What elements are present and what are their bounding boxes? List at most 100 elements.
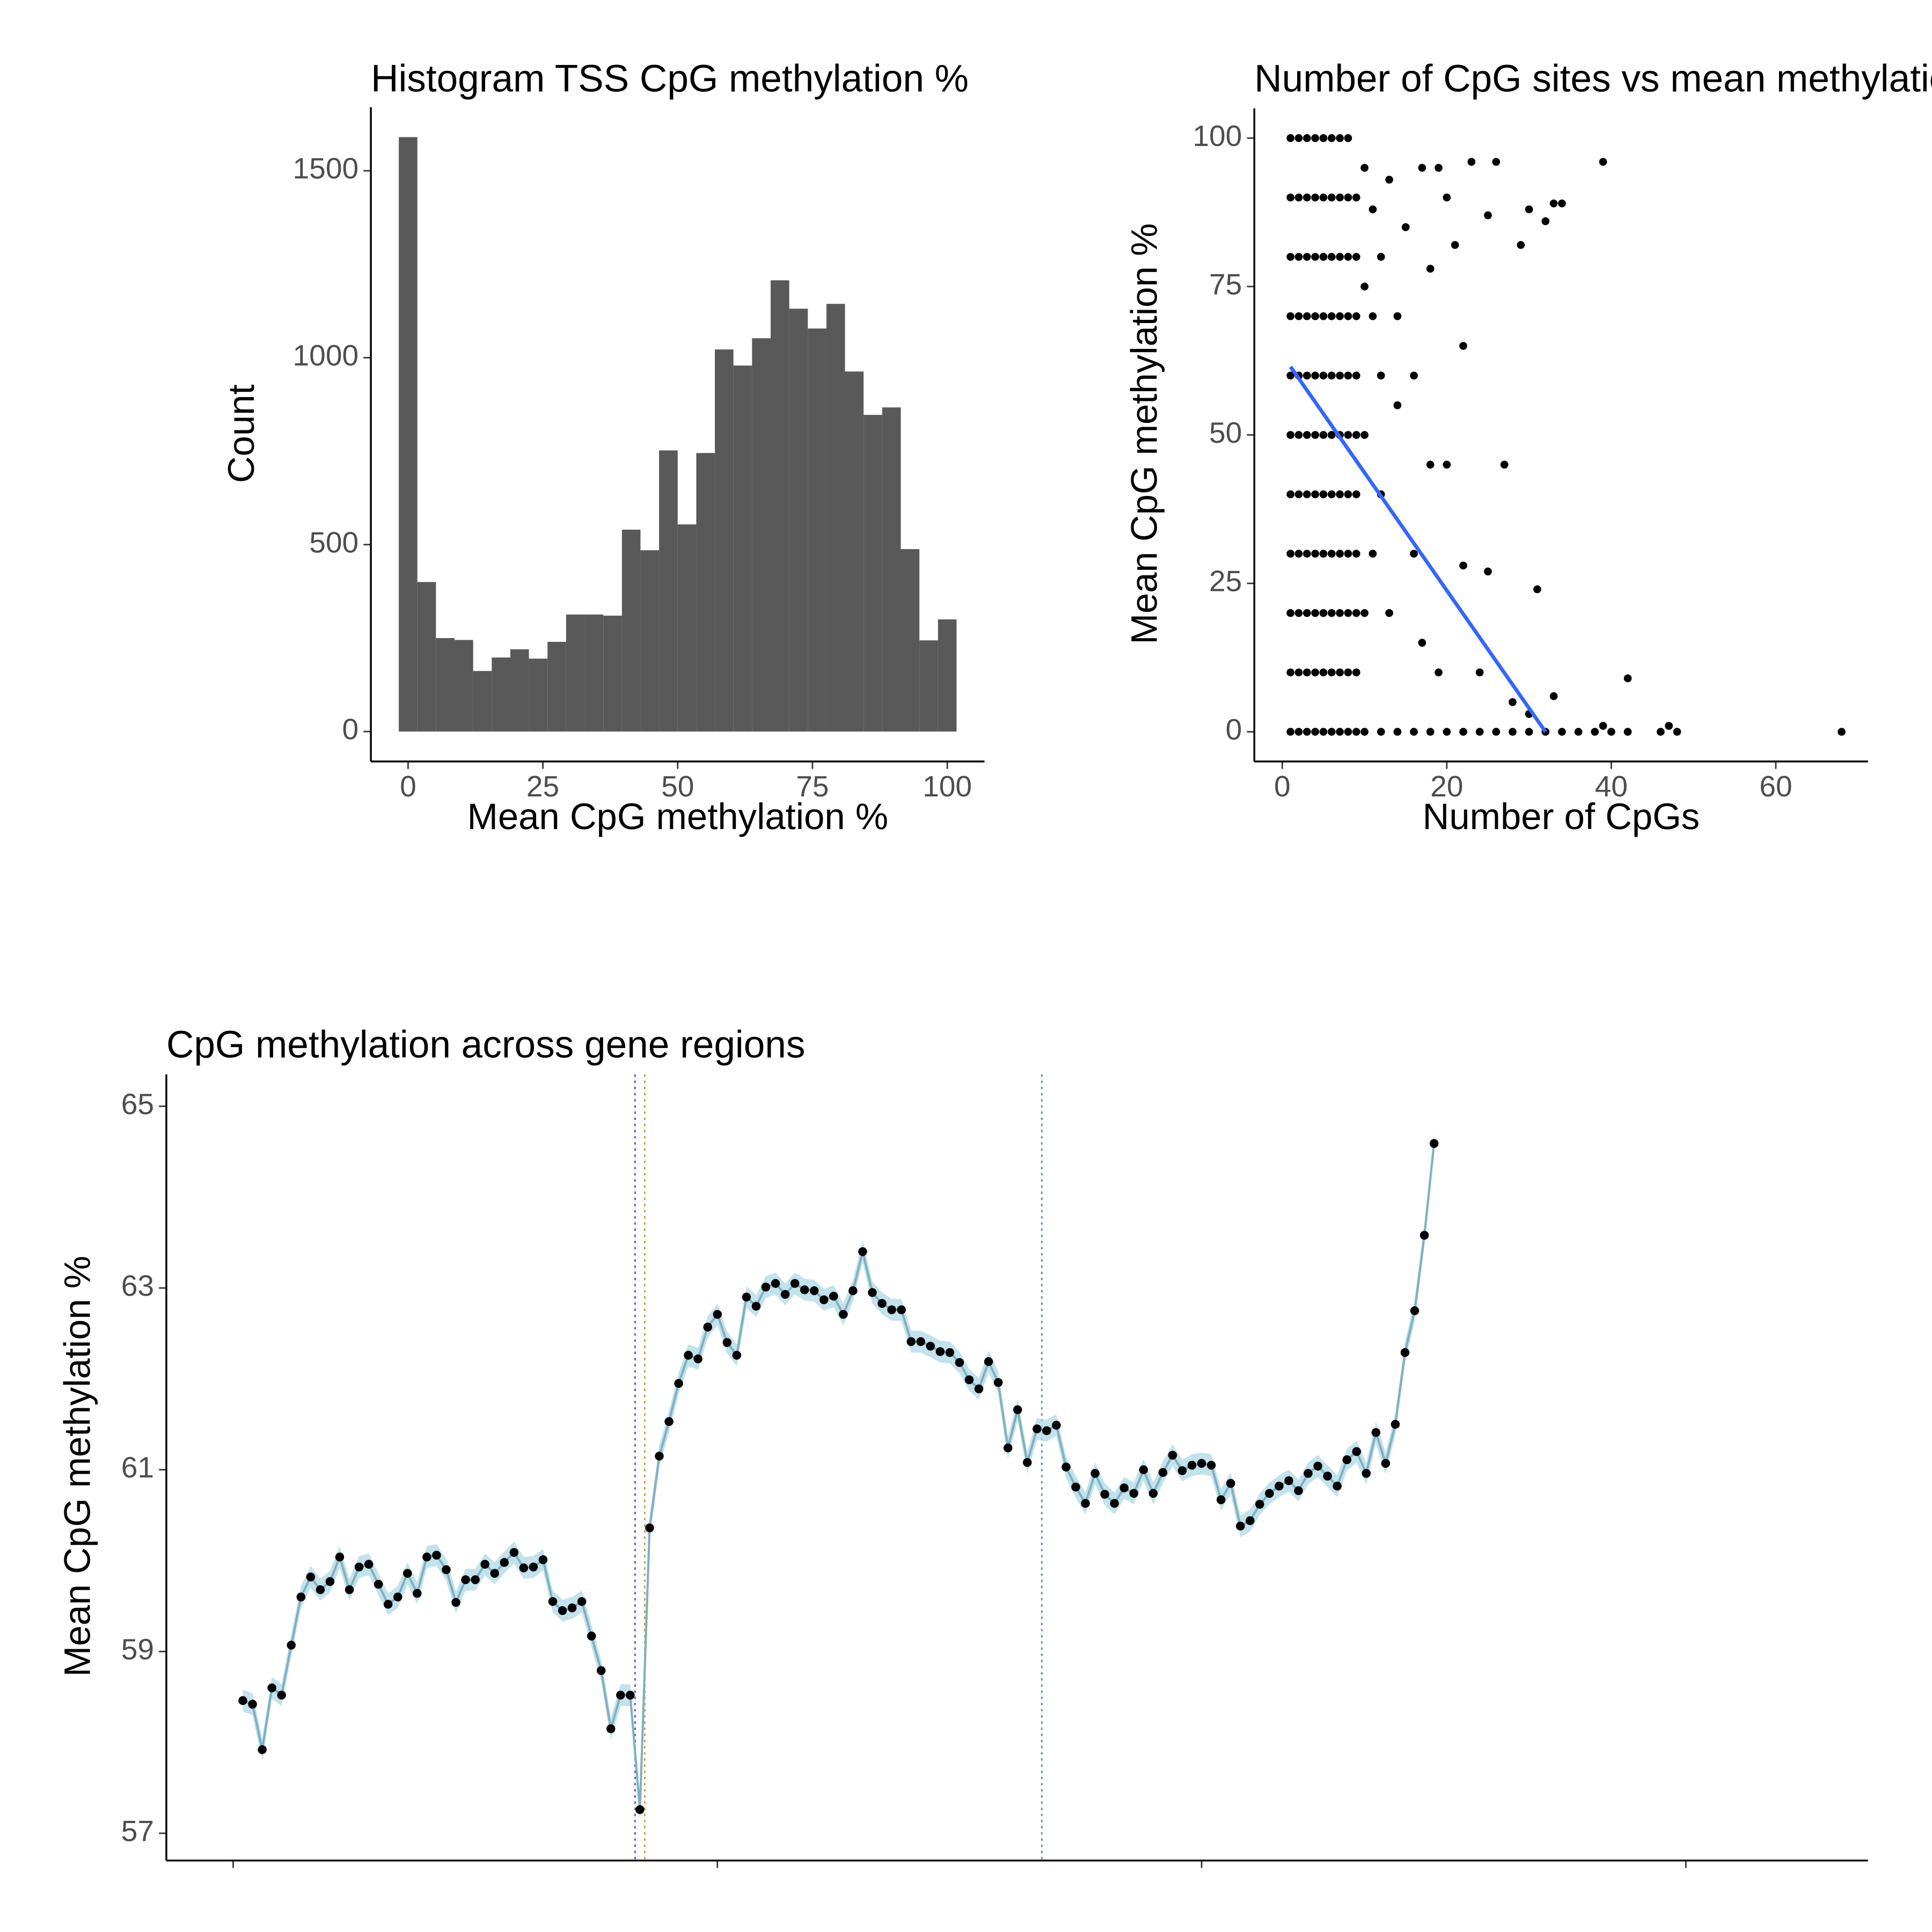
data-point	[703, 1322, 712, 1332]
scatter-point	[1302, 312, 1311, 320]
data-point	[1226, 1479, 1235, 1488]
scatter-point	[1541, 217, 1550, 225]
data-point	[393, 1592, 402, 1602]
scatter-point	[1311, 371, 1320, 380]
scatter-point	[1294, 609, 1303, 617]
scatter-point	[1319, 371, 1328, 380]
data-point	[1187, 1460, 1197, 1470]
scatter-point	[1286, 728, 1295, 736]
data-point	[500, 1558, 509, 1567]
scatter-point	[1286, 550, 1295, 558]
data-point	[383, 1600, 393, 1609]
data-point	[1158, 1468, 1168, 1477]
data-point	[1216, 1495, 1226, 1504]
histogram-bar	[417, 582, 436, 732]
scatter-point	[1492, 158, 1501, 166]
data-point	[993, 1378, 1003, 1387]
data-point	[635, 1805, 645, 1814]
histogram-bar	[789, 309, 808, 732]
data-point	[567, 1603, 577, 1613]
scatter-point	[1302, 193, 1311, 202]
histogram-bar	[863, 415, 882, 732]
scatter-point	[1336, 490, 1344, 499]
y-tick-label: 0	[342, 713, 358, 746]
data-point	[1129, 1489, 1138, 1498]
scatter-point	[1319, 134, 1328, 142]
data-point	[751, 1301, 761, 1311]
histogram-bar	[677, 524, 697, 732]
scatter-point	[1558, 199, 1566, 208]
histogram-bar	[603, 616, 622, 732]
data-point	[577, 1597, 587, 1606]
scatter-point	[1360, 431, 1368, 439]
scatter-point	[1327, 431, 1336, 439]
y-tick-label: 1000	[293, 339, 359, 372]
x-tick-label: 20	[1430, 770, 1463, 803]
data-point	[887, 1305, 896, 1314]
scatter-point	[1327, 312, 1336, 320]
data-point	[325, 1577, 335, 1586]
series-line	[242, 1143, 1436, 1810]
scatter-point	[1302, 253, 1311, 261]
scatter-point	[1286, 431, 1295, 439]
scatter-point	[1286, 668, 1295, 677]
scatter-point	[1665, 722, 1673, 730]
scatter-point	[1286, 609, 1295, 617]
y-tick-label: 61	[121, 1451, 154, 1484]
data-point	[645, 1523, 654, 1533]
histogram-bar	[455, 640, 473, 732]
y-tick-label: 65	[121, 1087, 154, 1121]
data-point	[606, 1724, 616, 1733]
scatter-point	[1443, 193, 1451, 202]
data-point	[1284, 1476, 1293, 1485]
data-point	[1255, 1499, 1264, 1509]
scatter-point	[1574, 728, 1583, 736]
scatter-point	[1319, 550, 1328, 558]
y-tick-label: 50	[1209, 416, 1242, 449]
data-point	[345, 1585, 354, 1594]
scatter-point	[1327, 490, 1336, 499]
scatter-point	[1344, 193, 1352, 202]
data-point	[471, 1575, 480, 1584]
scatter-point	[1344, 490, 1352, 499]
data-point	[1148, 1489, 1158, 1498]
data-point	[1333, 1481, 1342, 1491]
data-point	[335, 1552, 345, 1562]
scatter-point	[1319, 193, 1328, 202]
histogram-bar	[696, 453, 715, 732]
histogram-bar	[510, 649, 529, 732]
data-point	[848, 1286, 858, 1296]
x-axis-title: Mean CpG methylation %	[467, 796, 888, 837]
scatter-point	[1336, 312, 1344, 320]
data-point	[780, 1290, 790, 1299]
data-point	[238, 1696, 247, 1706]
scatter-point	[1327, 728, 1336, 736]
scatter-point	[1558, 728, 1566, 736]
scatter-point	[1360, 282, 1368, 291]
data-point	[722, 1338, 732, 1347]
scatter-point	[1294, 550, 1303, 558]
scatter-point	[1311, 490, 1320, 499]
scatter-point	[1294, 193, 1303, 202]
scatter-point	[1294, 253, 1303, 261]
data-point	[916, 1337, 925, 1346]
y-tick-label: 75	[1209, 267, 1242, 301]
scatter-point	[1294, 668, 1303, 677]
data-point	[713, 1309, 722, 1319]
data-point	[277, 1690, 286, 1700]
scatter-point	[1360, 609, 1368, 617]
x-axis-title: Number of CpGs	[1423, 796, 1700, 837]
histogram-bar	[584, 614, 604, 732]
y-axis-title: Mean CpG methylation %	[56, 1256, 98, 1677]
data-point	[868, 1288, 877, 1297]
scatter-point	[1393, 728, 1402, 736]
scatter-point	[1435, 668, 1443, 677]
data-point	[809, 1286, 819, 1296]
scatter-point	[1368, 205, 1377, 214]
data-point	[877, 1299, 887, 1308]
scatter-point	[1484, 567, 1492, 576]
data-point	[538, 1555, 548, 1564]
scatter-point	[1352, 371, 1360, 380]
scatter-point	[1410, 728, 1418, 736]
